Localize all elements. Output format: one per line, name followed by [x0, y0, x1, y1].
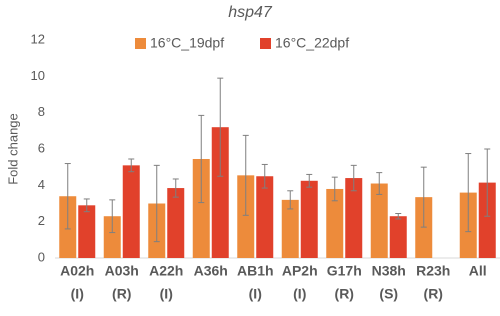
bar	[281, 199, 299, 258]
x-tick-label: All	[469, 263, 487, 279]
y-tick-label: 12	[31, 31, 45, 46]
x-tick-sublabel: (I)	[293, 286, 306, 302]
x-tick-label: R23h	[416, 263, 450, 279]
x-tick-sublabel: (I)	[249, 286, 262, 302]
bar	[122, 165, 140, 258]
x-tick-label: AB1h	[237, 263, 274, 279]
legend-label: 16°C_19dpf	[150, 35, 224, 51]
bar	[256, 176, 274, 258]
y-tick-label: 10	[31, 68, 45, 83]
x-tick-sublabel: (I)	[160, 286, 173, 302]
x-tick-label: A03h	[105, 263, 139, 279]
x-tick-sublabel: (R)	[335, 286, 354, 302]
x-tick-label: A22h	[149, 263, 183, 279]
x-tick-sublabel: (R)	[424, 286, 443, 302]
x-tick-label: A36h	[194, 263, 228, 279]
x-tick-sublabel: (S)	[379, 286, 398, 302]
x-tick-label: A02h	[60, 263, 94, 279]
y-axis-label: Fold change	[5, 113, 20, 185]
bar	[167, 188, 185, 258]
legend-swatch	[260, 38, 271, 49]
x-tick-label: G17h	[327, 263, 362, 279]
y-tick-label: 8	[38, 104, 45, 119]
chart-title: hsp47	[228, 4, 273, 21]
bar	[192, 158, 210, 258]
bar	[237, 175, 255, 258]
bar	[370, 183, 388, 258]
y-tick-label: 6	[38, 140, 45, 155]
y-tick-label: 2	[38, 213, 45, 228]
x-tick-sublabel: (I)	[71, 286, 84, 302]
bar	[326, 188, 344, 258]
x-tick-label: N38h	[372, 263, 406, 279]
x-tick-label: AP2h	[282, 263, 318, 279]
bar	[78, 205, 96, 258]
y-tick-label: 0	[38, 249, 45, 264]
legend-label: 16°C_22dpf	[275, 35, 349, 51]
bar	[211, 127, 229, 258]
y-tick-label: 4	[38, 177, 45, 192]
bar	[103, 216, 121, 258]
legend-swatch	[135, 38, 146, 49]
bar	[345, 178, 363, 258]
bar	[389, 216, 407, 258]
x-tick-sublabel: (R)	[112, 286, 131, 302]
bar	[300, 180, 318, 258]
bar	[478, 182, 496, 258]
